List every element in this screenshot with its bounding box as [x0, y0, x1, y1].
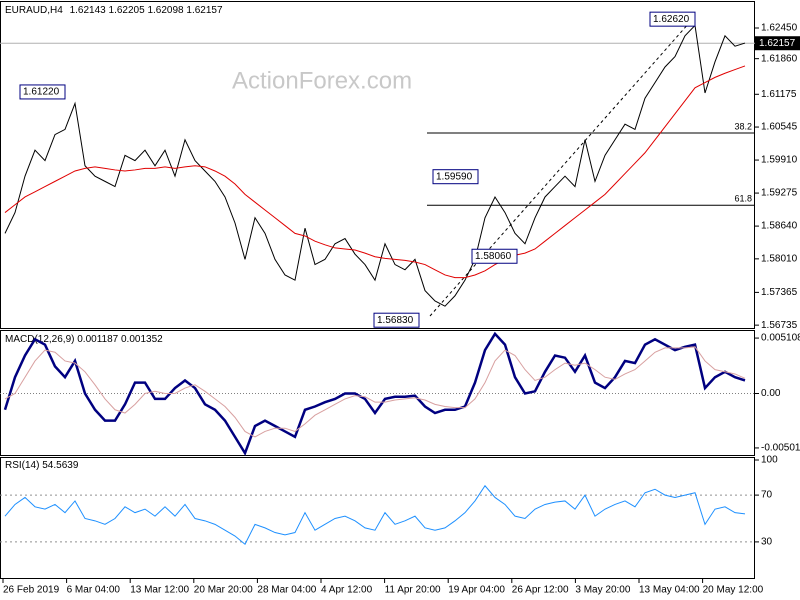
annotation-box	[471, 248, 518, 264]
annotation-box	[432, 169, 479, 185]
rsi-panel	[0, 457, 755, 579]
y-tick-label: 1.61860	[761, 53, 798, 64]
macd-header: MACD(12,26,9) 0.001187 0.001352	[5, 334, 163, 345]
x-tick-label: 20 Mar 20:00	[194, 585, 253, 596]
series-line	[4, 65, 746, 279]
chart-header: EURAUD,H4 1.62143 1.62205 1.62098 1.6215…	[5, 5, 223, 16]
rsi-header: RSI(14) 54.5639	[5, 460, 79, 471]
annotation-label: 1.56830	[377, 315, 414, 326]
series-line	[3, 331, 746, 457]
x-tick-label: 20 May 12:00	[703, 585, 764, 596]
watermark: ActionForex.com	[232, 67, 412, 94]
reading: 0.001352	[121, 334, 163, 345]
reading: 0.001187	[77, 334, 118, 345]
annotation-label: 1.58060	[475, 251, 512, 262]
indicator-title: RSI(14)	[5, 460, 39, 471]
y-tick-label: 1.61175	[761, 89, 797, 100]
annotation-box	[19, 84, 66, 100]
open: 1.62143	[70, 5, 107, 16]
y-tick-label: 30	[761, 537, 773, 548]
high: 1.62205	[109, 5, 146, 16]
annotation-box	[649, 11, 696, 27]
y-tick-label: -0.005019	[761, 443, 800, 454]
series-line	[4, 484, 746, 546]
y-tick-label: 0.00	[761, 388, 781, 399]
x-tick-label: 6 Mar 04:00	[67, 585, 121, 596]
y-tick-label: 1.60545	[761, 122, 798, 133]
annotation-label: 1.59590	[436, 171, 473, 182]
y-tick-label: 1.59275	[761, 188, 798, 199]
x-tick-label: 13 May 04:00	[639, 585, 700, 596]
y-tick-label: 1.62450	[761, 23, 798, 34]
close: 1.62157	[186, 5, 223, 16]
series-line	[4, 346, 746, 438]
x-tick-label: 26 Feb 2019	[3, 585, 60, 596]
current-price-box	[755, 36, 800, 51]
symbol: EURAUD,H4	[5, 5, 63, 16]
y-tick-label: 1.56735	[761, 320, 798, 331]
x-tick-label: 4 Apr 12:00	[321, 585, 373, 596]
fib-label: 61.8	[734, 194, 752, 204]
fib-label: 38.2	[734, 121, 752, 131]
y-tick-label: 70	[761, 490, 773, 501]
annotation-box	[373, 312, 420, 328]
y-tick-label: 1.59910	[761, 155, 798, 166]
x-tick-label: 26 Apr 12:00	[512, 585, 569, 596]
y-tick-label: 100	[761, 455, 778, 466]
price-panel	[0, 1, 755, 329]
x-tick-label: 19 Apr 04:00	[448, 585, 505, 596]
x-tick-label: 11 Apr 20:00	[385, 585, 441, 596]
reading: 54.5639	[42, 460, 79, 471]
x-tick-label: 13 Mar 12:00	[130, 585, 189, 596]
y-tick-label: 0.005108	[761, 333, 800, 344]
indicator-title: MACD(12,26,9)	[5, 334, 74, 345]
current-price-label: 1.62157	[759, 38, 796, 49]
x-tick-label: 28 Mar 04:00	[257, 585, 316, 596]
y-tick-label: 1.57365	[761, 287, 798, 298]
low: 1.62098	[147, 5, 184, 16]
y-tick-label: 1.58010	[761, 253, 798, 264]
series-line	[4, 24, 746, 307]
x-tick-label: 3 May 20:00	[575, 585, 630, 596]
annotation-label: 1.61220	[23, 87, 60, 98]
y-tick-label: 1.58640	[761, 221, 798, 232]
annotation-label: 1.62620	[653, 14, 690, 25]
